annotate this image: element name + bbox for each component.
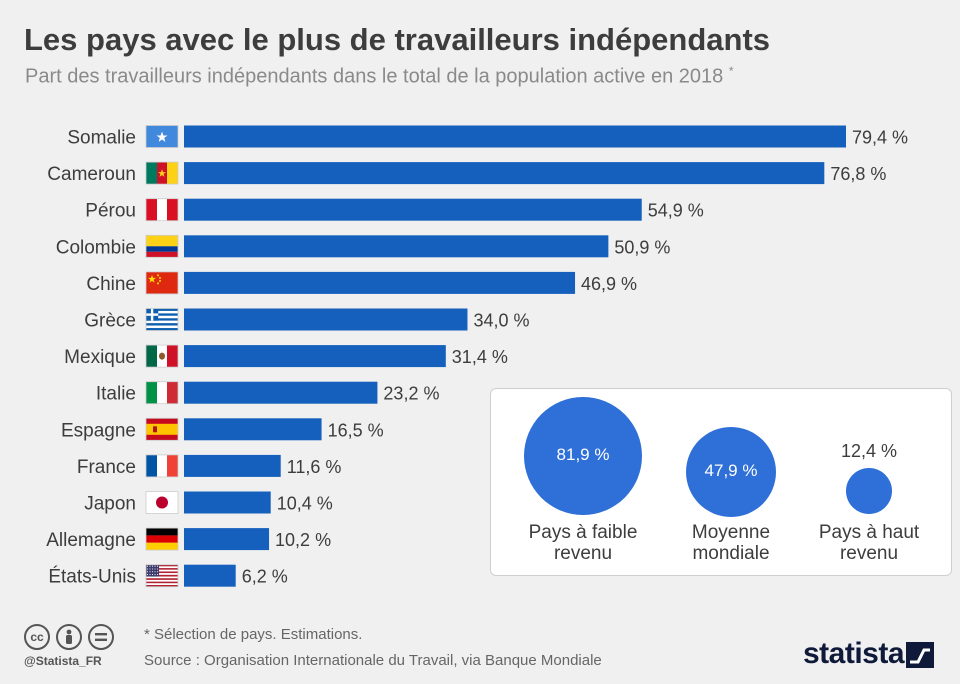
bubble-value-world-average: 47,9 % (704, 461, 758, 480)
category-label-france: France (77, 457, 136, 478)
statista-logo-icon (906, 642, 934, 668)
category-label-allemagne: Allemagne (46, 530, 136, 551)
income-comparison-panel: 81,9 % 47,9 % 12,4 % Pays à faible revenu… (490, 388, 952, 576)
category-label-perou: Pérou (85, 201, 136, 222)
flag-border (145, 417, 179, 441)
category-label-colombie: Colombie (56, 237, 136, 258)
bubble-high-income (846, 468, 892, 514)
value-label-allemagne: 10,2 % (275, 530, 331, 550)
category-label-italie: Italie (96, 384, 136, 405)
mexico-flag-icon (146, 345, 178, 368)
flag-border (145, 454, 179, 478)
statista-logo[interactable]: statista (803, 637, 905, 670)
cc-icon: cc (24, 624, 50, 650)
category-label-mexique: Mexique (64, 347, 136, 368)
value-label-japon: 10,4 % (277, 494, 333, 514)
japan-flag-icon (146, 491, 178, 514)
bar-etats-unis (184, 564, 236, 587)
flag-border (145, 381, 179, 405)
subtitle-asterisk: * (728, 64, 734, 78)
caption-line: Moyenne (691, 522, 771, 543)
value-label-grece: 34,0 % (473, 311, 529, 331)
category-label-somalie: Somalie (67, 128, 136, 149)
license-icons: cc (24, 624, 114, 650)
peru-flag-icon (146, 198, 178, 221)
caption-line: revenu (839, 543, 899, 564)
caption-line: Pays à faible (528, 522, 638, 543)
caption-high-income: Pays à haut revenu (794, 522, 944, 564)
caption-low-income: Pays à faible revenu (508, 522, 658, 564)
greece-flag-icon (146, 308, 178, 331)
spain-flag-icon (146, 418, 178, 441)
category-label-espagne: Espagne (61, 420, 136, 441)
flag-border (145, 161, 179, 185)
bubble-low-income (524, 397, 642, 515)
chart-subtitle: Part des travailleurs indépendants dans … (25, 64, 734, 89)
bar-france (184, 454, 281, 477)
flag-border (145, 234, 179, 258)
caption-world-average: Moyenne mondiale (656, 522, 806, 564)
bar-mexique (184, 345, 446, 368)
category-label-etats-unis: États-Unis (48, 567, 136, 588)
category-label-japon: Japon (84, 494, 136, 515)
flag-border (145, 491, 179, 514)
subtitle-text: Part des travailleurs indépendants dans … (25, 65, 724, 88)
flag-border (145, 564, 179, 588)
bar-perou (184, 198, 642, 221)
flag-border (145, 271, 179, 295)
bubble-value-high-income: 12,4 % (840, 441, 898, 461)
value-label-mexique: 31,4 % (452, 347, 508, 367)
value-label-perou: 54,9 % (648, 201, 704, 221)
flag-border (145, 198, 179, 222)
category-label-cameroun: Cameroun (47, 164, 136, 185)
caption-line: revenu (553, 543, 613, 564)
social-handle[interactable]: @Statista_FR (24, 654, 102, 668)
china-flag-icon (146, 271, 178, 294)
category-label-grece: Grèce (84, 311, 136, 332)
value-label-france: 11,6 % (287, 457, 342, 477)
colombia-flag-icon (146, 235, 178, 258)
bar-grece (184, 308, 468, 331)
caption-line: Pays à haut (818, 522, 920, 543)
somalia-flag-icon (146, 125, 178, 148)
bubble-world-average (685, 426, 777, 518)
bar-chine (184, 271, 576, 294)
bubble-value-low-income: 81,9 % (556, 445, 610, 464)
bar-cameroun (184, 162, 825, 185)
italy-flag-icon (146, 381, 178, 404)
flag-border (145, 527, 179, 551)
nd-icon (88, 624, 114, 650)
germany-flag-icon (146, 528, 178, 551)
category-label-chine: Chine (86, 274, 136, 295)
cameroon-flag-icon (146, 162, 178, 185)
value-label-somalie: 79,4 % (852, 128, 908, 148)
value-label-etats-unis: 6,2 % (242, 567, 288, 587)
flag-border (145, 308, 179, 331)
value-label-espagne: 16,5 % (328, 420, 384, 440)
flag-border (145, 125, 179, 148)
value-label-chine: 46,9 % (581, 274, 637, 294)
bar-italie (184, 381, 378, 404)
chart-title: Les pays avec le plus de travailleurs in… (24, 22, 771, 57)
value-label-colombie: 50,9 % (614, 237, 670, 257)
caption-line: mondiale (692, 543, 770, 564)
by-icon (56, 624, 82, 650)
france-flag-icon (146, 454, 178, 477)
value-label-cameroun: 76,8 % (830, 164, 886, 184)
value-label-italie: 23,2 % (383, 384, 439, 404)
bar-espagne (184, 418, 322, 441)
bar-japon (184, 491, 271, 514)
bar-allemagne (184, 528, 270, 551)
footnote: * Sélection de pays. Estimations. (144, 626, 363, 643)
bar-colombie (184, 235, 609, 258)
bar-somalie (184, 125, 846, 148)
usa-flag-icon (146, 564, 178, 587)
source-note: Source : Organisation Internationale du … (144, 652, 602, 669)
flag-border (145, 344, 179, 368)
